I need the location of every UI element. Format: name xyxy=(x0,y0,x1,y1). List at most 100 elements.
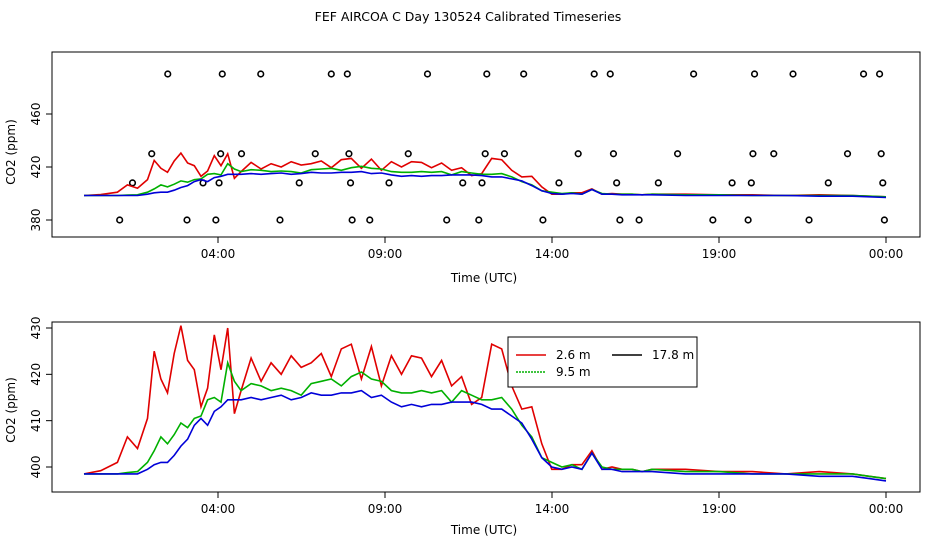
calibration-point xyxy=(673,150,682,158)
x-tick-label: 09:00 xyxy=(368,502,403,516)
calibration-point xyxy=(459,179,467,187)
calibration-point xyxy=(877,150,885,158)
legend: 2.6 m 9.5 m 17.8 m xyxy=(507,336,698,388)
x-tick-label: 14:00 xyxy=(535,502,570,516)
top-calibration-points xyxy=(116,70,888,224)
top-series-line-17-8-m xyxy=(84,170,887,199)
calibration-point xyxy=(744,216,752,224)
legend-box xyxy=(507,336,698,388)
top-plot-frame xyxy=(51,51,921,238)
calibration-point xyxy=(805,216,813,224)
calibration-point xyxy=(654,179,662,187)
bottom-series-line-9-5-m xyxy=(84,359,887,480)
y-tick-label: 430 xyxy=(29,317,43,340)
calibration-point xyxy=(574,150,582,158)
y-tick-label: 420 xyxy=(29,363,43,386)
y-tick-label: 410 xyxy=(29,409,43,432)
calibration-point xyxy=(590,70,598,78)
top-panel: 04:00 09:00 14:00 19:00 00:00 380 420 460 Time … xyxy=(4,51,921,285)
calibration-point xyxy=(327,70,335,78)
calibration-point xyxy=(366,216,374,224)
x-tick-label: 04:00 xyxy=(201,247,236,261)
calibration-point xyxy=(215,179,223,187)
calibration-point xyxy=(613,179,621,187)
calibration-point xyxy=(212,216,220,224)
bottom-axes: 04:00 09:00 14:00 19:00 00:00 400 410 420 430 xyxy=(29,317,903,516)
calibration-point xyxy=(128,179,137,187)
calibration-point xyxy=(709,216,717,224)
calibration-point xyxy=(276,216,284,224)
calibration-point xyxy=(749,150,757,158)
bottom-series-line-2-6-m xyxy=(83,325,887,480)
calibration-point xyxy=(295,179,303,187)
calibration-point xyxy=(690,70,698,78)
calibration-point xyxy=(616,216,624,224)
x-tick-label: 19:00 xyxy=(702,247,737,261)
x-tick-label: 00:00 xyxy=(869,247,904,261)
bottom-x-axis-label: Time (UTC) xyxy=(450,523,517,537)
legend-label-2-6m: 2.6 m xyxy=(556,348,591,362)
calibration-point xyxy=(750,70,759,78)
calibration-point xyxy=(237,150,246,158)
calibration-point xyxy=(789,70,797,78)
calibration-point xyxy=(747,179,755,187)
legend-label-17-8m: 17.8 m xyxy=(652,348,694,362)
calibration-point xyxy=(423,70,432,78)
calibration-point xyxy=(478,179,486,187)
calibration-point xyxy=(345,150,353,158)
calibration-point xyxy=(539,216,547,224)
y-tick-label: 400 xyxy=(29,456,43,479)
x-tick-label: 14:00 xyxy=(535,247,570,261)
calibration-point xyxy=(875,70,884,78)
bottom-series-lines xyxy=(83,325,887,482)
calibration-point xyxy=(770,150,778,158)
calibration-point xyxy=(843,150,852,158)
legend-label-9-5m: 9.5 m xyxy=(556,365,591,379)
x-tick-label: 09:00 xyxy=(368,247,403,261)
x-tick-label: 04:00 xyxy=(201,502,236,516)
calibration-point xyxy=(606,70,614,78)
chart-title: FEF AIRCOA C Day 130524 Calibrated Times… xyxy=(314,9,622,24)
top-series-lines xyxy=(83,151,887,199)
bottom-plot-frame xyxy=(51,321,921,493)
calibration-point xyxy=(343,70,351,78)
calibration-point xyxy=(116,216,124,224)
calibration-point xyxy=(728,179,736,187)
bottom-panel: 04:00 09:00 14:00 19:00 00:00 400 410 420 430 Ti… xyxy=(4,317,921,537)
calibration-point xyxy=(879,179,887,187)
y-tick-label: 460 xyxy=(29,103,43,126)
calibration-point xyxy=(218,70,226,78)
calibration-point xyxy=(824,179,832,187)
calibration-point xyxy=(183,216,191,224)
y-tick-label: 420 xyxy=(29,156,43,179)
top-y-axis-label: CO2 (ppm) xyxy=(4,119,18,185)
calibration-point xyxy=(609,150,618,158)
calibration-point xyxy=(481,150,489,158)
calibration-point xyxy=(500,150,509,158)
top-axes: 04:00 09:00 14:00 19:00 00:00 380 420 460 xyxy=(29,103,903,261)
calibration-point xyxy=(520,70,528,78)
bottom-y-axis-label: CO2 (ppm) xyxy=(4,377,18,443)
x-tick-label: 00:00 xyxy=(869,502,904,516)
calibration-point xyxy=(555,179,563,187)
calibration-point xyxy=(348,216,356,224)
calibration-point xyxy=(148,150,156,158)
calibration-point xyxy=(257,70,265,78)
calibration-point xyxy=(475,216,483,224)
y-tick-label: 380 xyxy=(29,209,43,232)
calibration-point xyxy=(385,179,393,187)
calibration-point xyxy=(346,179,355,187)
calibration-point xyxy=(217,150,225,158)
calibration-point xyxy=(483,70,491,78)
bottom-series-line-17-8-m xyxy=(84,389,887,482)
calibration-point xyxy=(635,216,643,224)
calibration-point xyxy=(859,70,868,78)
calibration-point xyxy=(880,216,888,224)
top-x-axis-label: Time (UTC) xyxy=(450,271,517,285)
calibration-point xyxy=(311,150,319,158)
calibration-point xyxy=(443,216,451,224)
calibration-point xyxy=(164,70,172,78)
x-tick-label: 19:00 xyxy=(702,502,737,516)
calibration-point xyxy=(404,150,412,158)
